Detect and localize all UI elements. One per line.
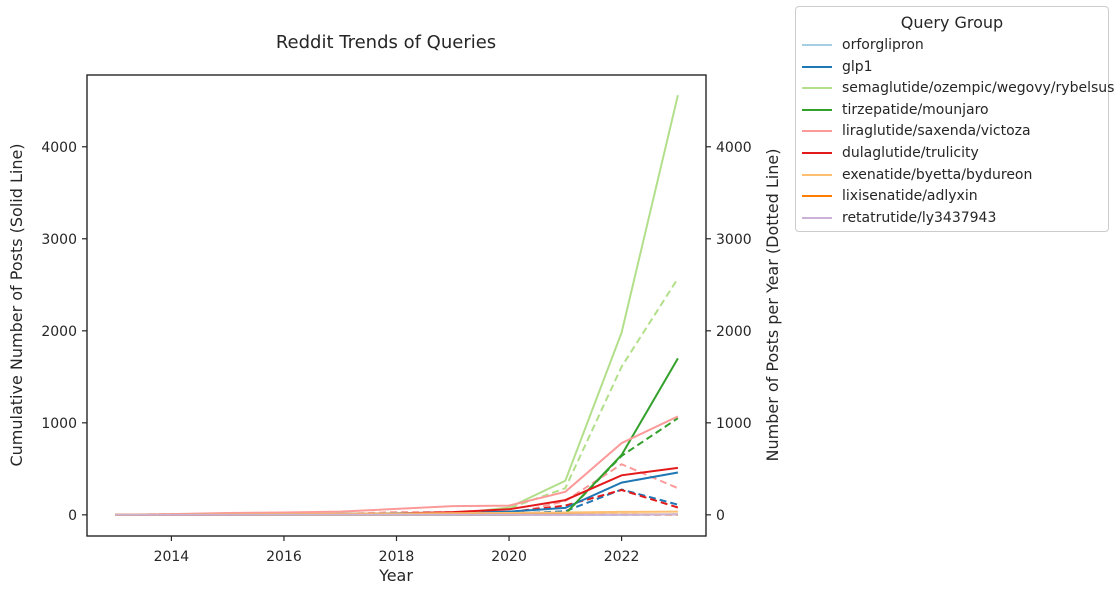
legend-swatch [802, 173, 832, 176]
series-line-cumulative [115, 415, 679, 516]
x-tick-label: 2022 [604, 549, 640, 565]
y-left-tick-label: 4000 [41, 140, 77, 156]
legend-item: semaglutide/ozempic/wegovy/rybelsus [802, 78, 1114, 98]
legend-title: Query Group [900, 13, 1004, 32]
legend-swatch [802, 108, 832, 111]
y-right-tick-label: 3000 [716, 232, 752, 248]
series-line-cumulative [115, 357, 679, 516]
legend-item: glp1 [802, 57, 873, 77]
plot-area [115, 94, 679, 516]
y-left-tick-label: 2000 [41, 324, 77, 340]
legend-label: lixisenatide/adlyxin [842, 188, 978, 205]
y-left-tick-label: 3000 [41, 232, 77, 248]
legend-swatch [802, 130, 832, 133]
legend-label: semaglutide/ozempic/wegovy/rybelsus [842, 80, 1115, 97]
x-tick-label: 2020 [491, 549, 527, 565]
legend-label: dulaglutide/trulicity [842, 145, 979, 161]
series-line-cumulative [115, 466, 679, 516]
legend-item: retatrutide/ly3437943 [802, 208, 996, 228]
legend-swatch [802, 216, 832, 219]
series-line-per-year [115, 488, 679, 516]
x-tick-label: 2016 [266, 549, 302, 565]
y-axis-right-label: Number of Posts per Year (Dotted Line) [763, 149, 782, 462]
y-axis-left-label: Cumulative Number of Posts (Solid Line) [7, 143, 26, 466]
legend-label: liraglutide/saxenda/victoza [842, 123, 1031, 140]
y-axis-left-ticks: 0 1000 2000 3000 4000 [41, 140, 87, 524]
legend-label: tirzepatide/mounjaro [842, 101, 989, 118]
y-axis-right-ticks: 0 1000 2000 3000 4000 [706, 140, 752, 524]
y-right-tick-label: 0 [716, 508, 725, 524]
x-axis-ticks: 2014 2016 2018 2020 2022 [154, 536, 640, 565]
legend-swatch [802, 87, 832, 90]
y-right-tick-label: 2000 [716, 324, 752, 340]
legend-item: orforglipron [802, 35, 924, 55]
legend-swatch [802, 152, 832, 154]
x-tick-label: 2014 [154, 549, 190, 565]
chart-title: Reddit Trends of Queries [276, 32, 496, 53]
legend-label: glp1 [842, 58, 873, 75]
legend-item: lixisenatide/adlyxin [802, 186, 978, 206]
series-line-per-year [115, 277, 679, 516]
legend-item: liraglutide/saxenda/victoza [802, 121, 1031, 141]
series-line-cumulative [115, 94, 679, 516]
legend-swatch [802, 65, 832, 68]
legend-label: retatrutide/ly3437943 [842, 209, 997, 226]
legend-item: exenatide/byetta/bydureon [802, 165, 1032, 185]
legend-swatch [802, 195, 832, 198]
legend-item: dulaglutide/trulicity [802, 143, 979, 163]
series-line-per-year [115, 463, 679, 516]
y-left-tick-label: 1000 [41, 416, 77, 432]
x-axis-label: Year [378, 566, 413, 585]
legend-item: tirzepatide/mounjaro [802, 100, 989, 120]
legend: Query Group orforglipron glp1 semaglutide/… [795, 6, 1114, 232]
x-tick-label: 2018 [379, 549, 415, 565]
plot-frame [86, 74, 707, 537]
y-right-tick-label: 1000 [716, 416, 752, 432]
legend-label: orforglipron [842, 37, 924, 53]
series-line-per-year [115, 488, 679, 516]
legend-label: exenatide/byetta/bydureon [842, 166, 1033, 183]
y-right-tick-label: 4000 [716, 140, 752, 156]
y-left-tick-label: 0 [68, 508, 77, 524]
legend-swatch [802, 44, 832, 46]
